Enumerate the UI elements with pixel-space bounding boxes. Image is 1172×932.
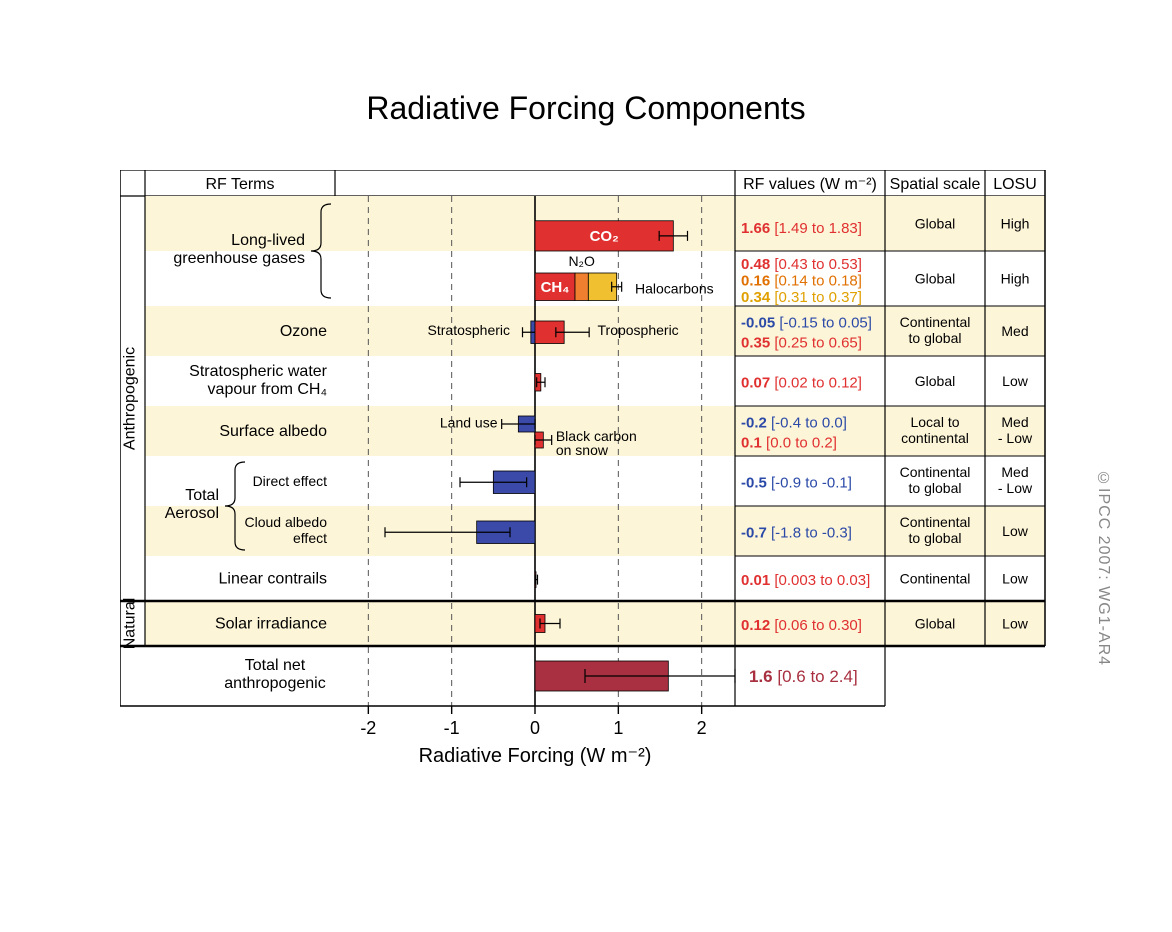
- svg-text:Total net: Total net: [245, 657, 306, 674]
- svg-text:Continental: Continental: [900, 571, 971, 587]
- svg-text:0.34 [0.31 to 0.37]: 0.34 [0.31 to 0.37]: [741, 289, 862, 306]
- chart-title: Radiative Forcing Components: [0, 90, 1172, 127]
- svg-text:0.48 [0.43 to 0.53]: 0.48 [0.43 to 0.53]: [741, 256, 862, 273]
- svg-text:vapour from CH₄: vapour from CH₄: [208, 381, 327, 398]
- svg-text:0.07 [0.02 to 0.12]: 0.07 [0.02 to 0.12]: [741, 375, 862, 392]
- svg-text:RF Terms: RF Terms: [205, 176, 274, 193]
- svg-text:0.1 [0.0 to 0.2]: 0.1 [0.0 to 0.2]: [741, 435, 837, 452]
- svg-text:Linear contrails: Linear contrails: [219, 571, 328, 588]
- svg-text:Global: Global: [915, 216, 955, 232]
- svg-text:Anthropogenic: Anthropogenic: [122, 347, 139, 450]
- svg-text:LOSU: LOSU: [993, 176, 1037, 193]
- svg-text:Solar irradiance: Solar irradiance: [215, 616, 327, 633]
- credit-text: ©IPCC 2007: WG1-AR4: [1094, 470, 1112, 666]
- svg-text:Total: Total: [185, 487, 219, 504]
- svg-text:Continental: Continental: [900, 314, 971, 330]
- svg-text:0.16 [0.14 to 0.18]: 0.16 [0.14 to 0.18]: [741, 272, 862, 289]
- svg-text:to global: to global: [909, 480, 962, 496]
- svg-text:continental: continental: [901, 430, 969, 446]
- svg-text:-0.5 [-0.9 to -0.1]: -0.5 [-0.9 to -0.1]: [741, 475, 852, 492]
- chart-area: RF Terms RF values (W m⁻²) Spatial scale LO…: [120, 170, 1055, 791]
- svg-text:High: High: [1001, 271, 1030, 287]
- svg-text:Spatial scale: Spatial scale: [890, 176, 981, 193]
- svg-text:Global: Global: [915, 616, 955, 632]
- row-aerosol-direct: Direct effect -0.5 [-0.9 to -0.1] Continen…: [253, 464, 1033, 496]
- svg-text:to global: to global: [909, 330, 962, 346]
- svg-text:2: 2: [697, 718, 707, 738]
- svg-text:-0.7 [-1.8 to -0.3]: -0.7 [-1.8 to -0.3]: [741, 525, 852, 542]
- svg-text:0: 0: [530, 718, 540, 738]
- svg-text:on snow: on snow: [556, 442, 609, 458]
- svg-text:0.12 [0.06 to 0.30]: 0.12 [0.06 to 0.30]: [741, 617, 862, 634]
- svg-text:Global: Global: [915, 373, 955, 389]
- svg-text:1.6 [0.6 to 2.4]: 1.6 [0.6 to 2.4]: [749, 667, 858, 686]
- svg-text:RF values (W m⁻²): RF values (W m⁻²): [743, 176, 877, 193]
- svg-text:-0.05 [-0.15 to 0.05]: -0.05 [-0.15 to 0.05]: [741, 315, 872, 332]
- svg-text:CH₄: CH₄: [541, 279, 570, 296]
- svg-text:-1: -1: [444, 718, 460, 738]
- svg-text:Halocarbons: Halocarbons: [635, 281, 714, 297]
- svg-text:Low: Low: [1002, 616, 1029, 632]
- svg-text:N₂O: N₂O: [568, 253, 595, 269]
- svg-text:Med: Med: [1001, 323, 1028, 339]
- row-ghg-other: CH₄ N₂O Halocarbons 0.48 [0.43 to 0.53]0.16…: [535, 253, 1029, 306]
- svg-text:Low: Low: [1002, 571, 1029, 587]
- svg-text:Stratospheric: Stratospheric: [428, 322, 510, 338]
- svg-text:1.66 [1.49 to 1.83]: 1.66 [1.49 to 1.83]: [741, 220, 862, 237]
- svg-text:greenhouse gases: greenhouse gases: [173, 250, 305, 267]
- svg-text:Local to: Local to: [910, 414, 959, 430]
- svg-text:Land use: Land use: [440, 415, 498, 431]
- svg-text:Low: Low: [1002, 373, 1029, 389]
- svg-text:Global: Global: [915, 271, 955, 287]
- svg-text:Direct effect: Direct effect: [253, 473, 328, 489]
- row-strat-water: Stratospheric watervapour from CH₄ 0.07 […: [189, 363, 1029, 398]
- svg-text:Aerosol: Aerosol: [165, 505, 219, 522]
- svg-text:Surface albedo: Surface albedo: [219, 423, 327, 440]
- svg-text:Continental: Continental: [900, 464, 971, 480]
- row-total: Total netanthropogenic 1.6 [0.6 to 2.4]: [224, 657, 857, 692]
- svg-text:to global: to global: [909, 530, 962, 546]
- svg-text:Cloud albedo: Cloud albedo: [244, 514, 327, 530]
- row-contrails: Linear contrails 0.01 [0.003 to 0.03] Cont…: [219, 571, 1029, 589]
- svg-text:- Low: - Low: [998, 430, 1033, 446]
- svg-text:CO₂: CO₂: [590, 228, 619, 245]
- svg-text:Ozone: Ozone: [280, 323, 327, 340]
- svg-text:Low: Low: [1002, 523, 1029, 539]
- svg-text:anthropogenic: anthropogenic: [224, 675, 325, 692]
- svg-text:-2: -2: [360, 718, 376, 738]
- svg-text:Tropospheric: Tropospheric: [598, 322, 679, 338]
- svg-text:-0.2 [-0.4 to 0.0]: -0.2 [-0.4 to 0.0]: [741, 415, 847, 432]
- svg-text:effect: effect: [293, 530, 327, 546]
- svg-text:Long-lived: Long-lived: [231, 232, 305, 249]
- svg-text:0.35 [0.25 to 0.65]: 0.35 [0.25 to 0.65]: [741, 335, 862, 352]
- svg-text:Med: Med: [1001, 464, 1028, 480]
- svg-text:1: 1: [613, 718, 623, 738]
- svg-text:Stratospheric water: Stratospheric water: [189, 363, 328, 380]
- svg-text:Natural: Natural: [122, 598, 139, 650]
- svg-text:Continental: Continental: [900, 514, 971, 530]
- svg-text:Radiative Forcing (W m⁻²): Radiative Forcing (W m⁻²): [419, 745, 652, 767]
- svg-text:0.01 [0.003 to 0.03]: 0.01 [0.003 to 0.03]: [741, 572, 870, 589]
- svg-text:Med: Med: [1001, 414, 1028, 430]
- svg-text:- Low: - Low: [998, 480, 1033, 496]
- svg-text:High: High: [1001, 216, 1030, 232]
